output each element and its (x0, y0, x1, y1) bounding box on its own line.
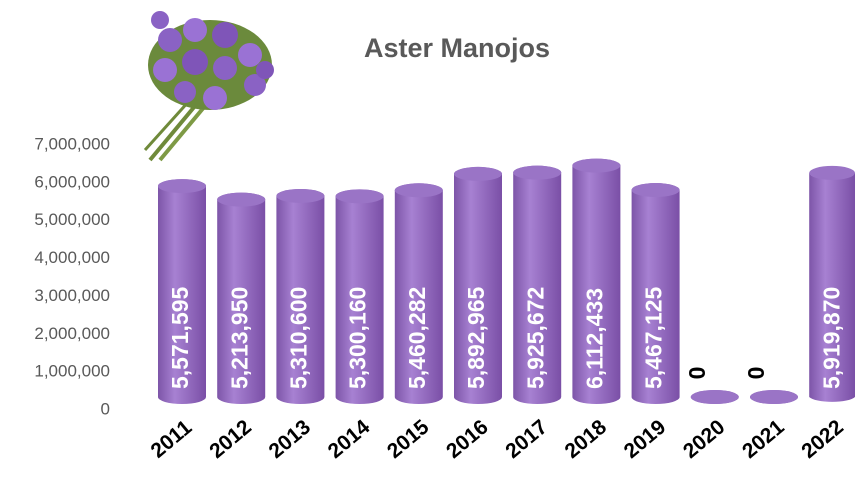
bar-top (809, 166, 855, 180)
value-label: 6,112,433 (581, 288, 607, 389)
bar-top (395, 183, 443, 197)
value-label: 5,919,870 (818, 287, 844, 389)
value-label: 5,300,160 (345, 287, 371, 389)
value-label: 5,213,950 (226, 287, 252, 389)
value-label: 5,892,965 (463, 286, 489, 389)
x-tick-label: 2020 (679, 415, 730, 463)
value-label: 5,925,672 (522, 287, 548, 389)
x-tick-label: 2022 (797, 415, 848, 463)
bar-top (336, 189, 384, 203)
bar-top (276, 189, 324, 203)
x-tick-label: 2014 (324, 415, 375, 463)
bar-top (691, 390, 739, 404)
bar-top (454, 167, 502, 181)
x-tick-label: 2019 (620, 415, 671, 463)
x-tick-label: 2013 (265, 415, 316, 463)
y-tick-label: 2,000,000 (34, 324, 110, 343)
x-tick-label: 2015 (383, 415, 434, 463)
chart-title: Aster Manojos (364, 33, 550, 63)
y-tick-label: 5,000,000 (34, 210, 110, 229)
bar-top (632, 183, 680, 197)
value-label: 5,467,125 (641, 286, 667, 389)
value-label: 5,460,282 (404, 287, 430, 389)
value-label: 0 (743, 367, 769, 380)
value-label: 0 (684, 367, 710, 380)
x-tick-label: 2011 (147, 416, 197, 463)
y-tick-label: 6,000,000 (34, 172, 110, 191)
y-tick-label: 7,000,000 (34, 134, 110, 153)
x-tick-label: 2012 (205, 415, 256, 463)
bar-top (217, 193, 265, 207)
bar-top (750, 390, 798, 404)
x-tick-label: 2016 (442, 415, 493, 463)
y-tick-label: 1,000,000 (34, 362, 110, 381)
bar-top (572, 159, 620, 173)
x-tick-label: 2021 (738, 415, 789, 463)
bar-top (158, 179, 206, 193)
bar-top (513, 166, 561, 180)
value-label: 5,571,595 (167, 286, 193, 389)
x-tick-label: 2018 (561, 415, 612, 463)
flower-image (145, 11, 274, 160)
value-label: 5,310,600 (285, 287, 311, 389)
chart: Aster Manojos 0 1,000,000 2,000,000 3,000,0… (0, 0, 857, 495)
x-tick-label: 2017 (501, 415, 552, 463)
y-tick-label: 0 (101, 399, 110, 418)
y-tick-label: 3,000,000 (34, 286, 110, 305)
y-tick-label: 4,000,000 (34, 248, 110, 267)
